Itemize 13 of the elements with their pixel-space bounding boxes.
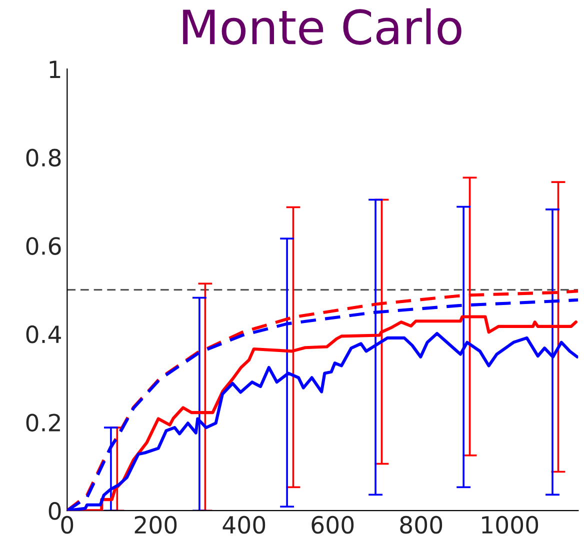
x-tick-label: 400 xyxy=(222,516,266,534)
y-tick-label: 1 xyxy=(50,60,60,78)
x-tick-label: 200 xyxy=(134,516,177,534)
x-tick-label: 800 xyxy=(400,516,442,534)
y-tick-label: 0 xyxy=(48,502,61,520)
y-tick-label: 0.6 xyxy=(26,237,61,255)
x-tick-label: 0 xyxy=(61,516,74,534)
y-tick-label: 0.4 xyxy=(26,325,61,344)
y-tick-label: 0.2 xyxy=(26,414,60,432)
x-tick-label: 1000 xyxy=(482,516,538,534)
y-tick-label: 0.8 xyxy=(26,148,61,167)
x-tick-label: 600 xyxy=(312,516,354,534)
chart-title: Monte Carlo xyxy=(183,8,462,45)
